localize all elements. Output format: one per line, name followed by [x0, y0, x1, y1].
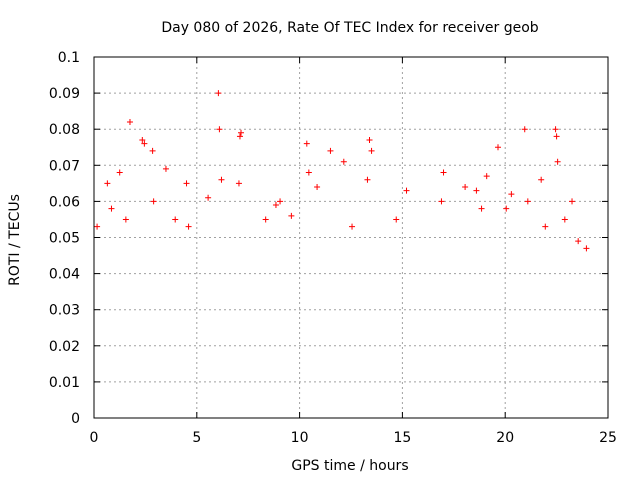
data-point — [277, 198, 284, 205]
data-point — [524, 198, 531, 205]
axis-ticks: 0 5 10 15 20 25 0 0.01 0.02 0.03 0.04 0.05 0.06 0.07 0… — [49, 50, 617, 446]
y-tick-label: 0.03 — [49, 303, 80, 319]
data-point — [554, 158, 561, 165]
y-tick-label: 0.08 — [49, 122, 80, 138]
x-tick-label: 25 — [599, 430, 617, 446]
data-point — [462, 183, 469, 190]
data-point — [583, 245, 590, 252]
data-point — [542, 223, 549, 230]
y-tick-label: 0.1 — [58, 50, 80, 66]
data-point — [108, 205, 115, 212]
data-point — [521, 126, 528, 133]
data-point — [172, 216, 179, 223]
x-tick-label: 10 — [291, 430, 309, 446]
data-points — [94, 90, 590, 252]
data-point — [478, 205, 485, 212]
data-point — [340, 158, 347, 165]
data-point — [216, 126, 223, 133]
data-point — [236, 133, 243, 140]
y-tick-label: 0.09 — [49, 86, 80, 102]
data-point — [305, 169, 312, 176]
data-point — [218, 176, 225, 183]
data-point — [503, 205, 510, 212]
data-point — [104, 180, 111, 187]
data-point — [185, 223, 192, 230]
y-axis-title: ROTI / TECUs — [7, 194, 23, 286]
data-point — [303, 140, 310, 147]
data-point — [327, 147, 334, 154]
x-axis-title: GPS time / hours — [291, 458, 408, 474]
data-point — [538, 176, 545, 183]
data-point — [569, 198, 576, 205]
data-point — [403, 187, 410, 194]
data-point — [552, 126, 559, 133]
data-point — [205, 194, 212, 201]
y-tick-label: 0.04 — [49, 267, 80, 283]
data-point — [508, 191, 515, 198]
data-point — [122, 216, 129, 223]
y-tick-label: 0.07 — [49, 158, 80, 174]
data-point — [368, 147, 375, 154]
data-point — [126, 118, 133, 125]
y-tick-label: 0.06 — [49, 194, 80, 210]
data-point — [364, 176, 371, 183]
data-point — [149, 147, 156, 154]
grid-lines — [94, 57, 608, 418]
data-point — [183, 180, 190, 187]
y-tick-label: 0 — [71, 411, 80, 427]
data-point — [393, 216, 400, 223]
data-point — [561, 216, 568, 223]
y-tick-label: 0.02 — [49, 339, 80, 355]
data-point — [440, 169, 447, 176]
data-point — [94, 223, 101, 230]
data-point — [438, 198, 445, 205]
x-tick-label: 20 — [496, 430, 514, 446]
data-point — [262, 216, 269, 223]
data-point — [235, 180, 242, 187]
y-tick-label: 0.05 — [49, 231, 80, 247]
data-point — [366, 137, 373, 144]
data-point — [575, 238, 582, 245]
data-point — [473, 187, 480, 194]
data-point — [272, 202, 279, 209]
data-point — [215, 90, 222, 97]
data-point — [483, 173, 490, 180]
data-point — [141, 140, 148, 147]
data-point — [162, 165, 169, 172]
x-tick-label: 15 — [393, 430, 411, 446]
x-tick-label: 0 — [90, 430, 99, 446]
data-point — [116, 169, 123, 176]
x-tick-label: 5 — [192, 430, 201, 446]
data-point — [495, 144, 502, 151]
data-point — [553, 133, 560, 140]
data-point — [314, 183, 321, 190]
data-point — [238, 129, 245, 136]
data-point — [288, 212, 295, 219]
data-point — [349, 223, 356, 230]
data-point — [139, 137, 146, 144]
chart-title: Day 080 of 2026, Rate Of TEC Index for r… — [161, 20, 538, 36]
data-point — [150, 198, 157, 205]
y-tick-label: 0.01 — [49, 375, 80, 391]
